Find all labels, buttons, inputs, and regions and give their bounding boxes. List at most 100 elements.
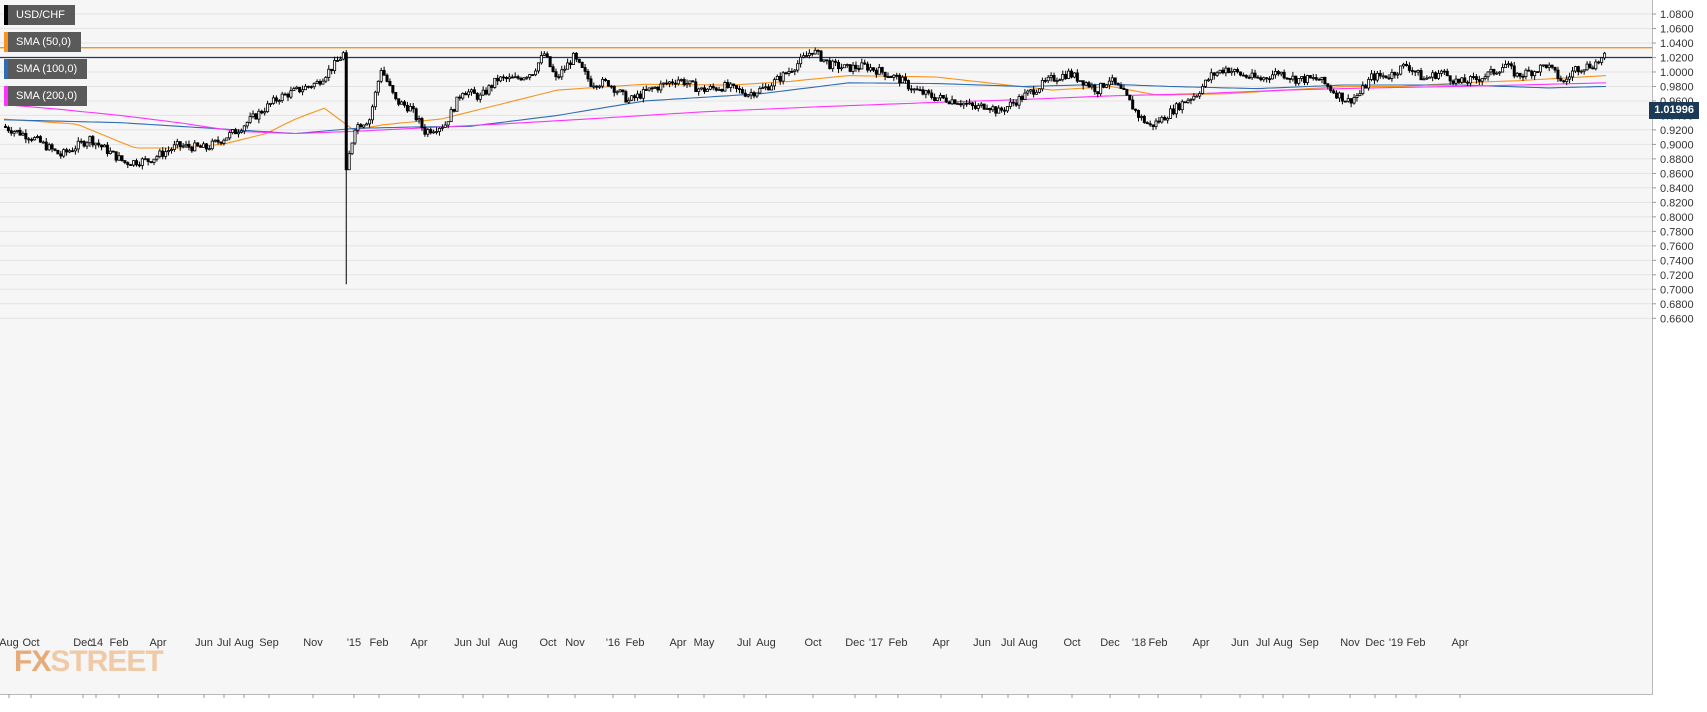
- candle-body: [1084, 82, 1088, 86]
- legend-item-sma200[interactable]: SMA (200,0): [4, 86, 88, 106]
- x-tick-label: Oct: [539, 637, 556, 649]
- candle-body: [924, 90, 928, 95]
- last-price-label: 1.01996: [1649, 102, 1699, 119]
- candle-body: [1224, 67, 1228, 74]
- candle-body: [1544, 64, 1548, 68]
- candle-body: [117, 155, 121, 161]
- candle-body: [181, 145, 185, 148]
- candle-body: [968, 102, 972, 105]
- candle-body: [1335, 92, 1339, 99]
- candle-body: [1410, 70, 1414, 72]
- candle-body: [732, 83, 736, 86]
- candle-body: [1110, 77, 1114, 82]
- candle-body: [531, 74, 535, 76]
- candle-body: [62, 149, 66, 157]
- candle-body: [915, 88, 919, 91]
- candle-body: [1014, 102, 1018, 106]
- candle-body: [988, 108, 992, 111]
- candle-body: [1326, 83, 1330, 87]
- candle-body: [15, 129, 19, 132]
- legend-item-sma100[interactable]: SMA (100,0): [4, 59, 88, 79]
- candle-body: [82, 141, 86, 147]
- candle-body: [280, 93, 284, 101]
- candle-body: [956, 103, 960, 106]
- legend-swatch-usdchf: [4, 5, 8, 25]
- candle-body: [909, 88, 913, 91]
- candle-body: [845, 64, 849, 66]
- candle-body: [353, 129, 357, 144]
- candle-body: [906, 80, 910, 90]
- candle-body: [609, 85, 613, 88]
- candle-body: [1501, 67, 1505, 73]
- x-tick-label: Dec: [73, 637, 93, 649]
- candle-body: [207, 148, 211, 151]
- candle-body: [1253, 72, 1257, 78]
- candle-body: [1463, 77, 1467, 83]
- candle-body: [606, 80, 610, 87]
- candle-body: [190, 146, 194, 152]
- candle-body: [665, 82, 669, 85]
- candle-body: [880, 67, 884, 73]
- y-tick-label: 0.9200: [1660, 125, 1694, 137]
- candle-body: [388, 81, 392, 86]
- candle-body: [700, 87, 704, 90]
- candle-body: [1527, 69, 1531, 72]
- x-tick-label: Feb: [889, 637, 908, 649]
- candle-body: [592, 85, 596, 88]
- candle-body: [1591, 67, 1595, 70]
- candle-body: [802, 55, 806, 58]
- legend-item-usdchf[interactable]: USD/CHF: [4, 5, 75, 25]
- candle-body: [673, 82, 677, 85]
- candle-body: [1469, 76, 1473, 84]
- candle-body: [860, 62, 864, 70]
- candle-body: [804, 55, 808, 57]
- sma-line-2000: [3, 82, 1607, 135]
- candle-body: [624, 91, 628, 103]
- candle-body: [755, 92, 759, 97]
- candle-body: [236, 131, 240, 135]
- candle-body: [30, 138, 34, 141]
- candle-body: [1268, 78, 1272, 81]
- candle-body: [1600, 57, 1604, 63]
- candle-body: [1442, 70, 1446, 73]
- candle-body: [408, 106, 412, 112]
- candle-body: [973, 105, 977, 109]
- candle-body: [202, 143, 206, 148]
- candle-body: [1337, 92, 1341, 99]
- candle-body: [1489, 68, 1493, 73]
- candle-body: [257, 110, 261, 120]
- candle-body: [729, 83, 733, 88]
- candle-body: [502, 76, 506, 79]
- candle-body: [644, 89, 648, 91]
- candle-body: [641, 89, 645, 99]
- candle-body: [772, 79, 776, 87]
- candle-body: [758, 88, 762, 94]
- candle-body: [603, 78, 607, 81]
- candle-body: [510, 76, 514, 79]
- candle-body: [633, 95, 637, 99]
- candle-body: [429, 129, 433, 134]
- candle-body: [612, 85, 616, 93]
- candle-body: [400, 101, 404, 105]
- candle-body: [513, 76, 517, 79]
- candle-body: [1040, 80, 1044, 90]
- candle-body: [985, 108, 989, 110]
- candle-body: [583, 67, 587, 72]
- candle-body: [1361, 85, 1365, 95]
- candle-body: [88, 136, 92, 144]
- legend-item-sma50[interactable]: SMA (50,0): [4, 32, 82, 52]
- candle-body: [225, 137, 229, 141]
- candle-body: [778, 75, 782, 82]
- candle-body: [1311, 77, 1315, 79]
- logo-street-text: STREET: [50, 645, 163, 678]
- candle-body: [111, 150, 115, 153]
- candle-body: [289, 90, 293, 98]
- candle-body: [333, 60, 337, 72]
- candle-body: [1603, 52, 1607, 59]
- candle-body: [1032, 89, 1036, 95]
- candle-body: [1166, 118, 1170, 121]
- candle-body: [455, 96, 459, 112]
- candle-body: [59, 153, 63, 157]
- candle-body: [889, 76, 893, 79]
- candle-body: [94, 142, 98, 146]
